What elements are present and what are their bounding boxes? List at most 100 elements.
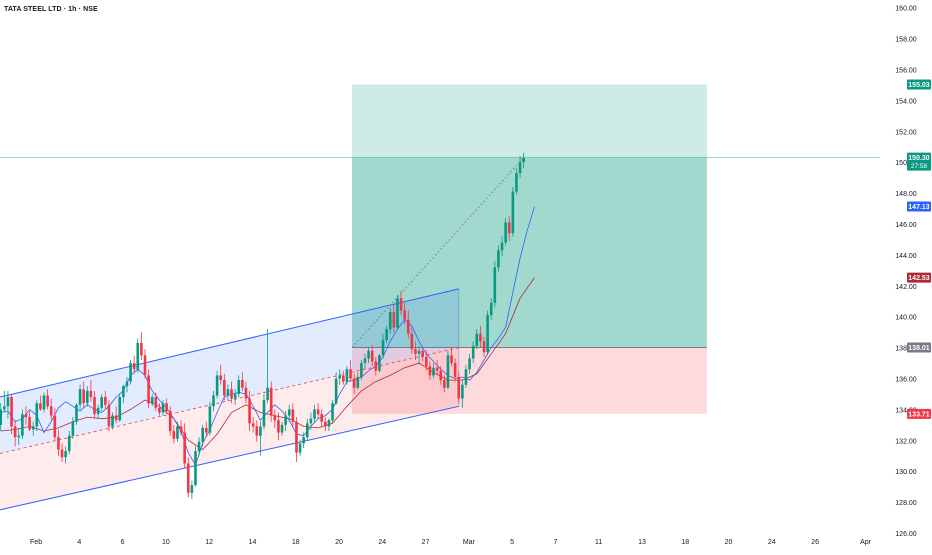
candle-body[interactable]	[78, 389, 82, 405]
candle-body[interactable]	[338, 375, 342, 379]
candle-body[interactable]	[100, 397, 104, 408]
candle-body[interactable]	[176, 426, 179, 439]
candle-body[interactable]	[183, 432, 186, 464]
candle-body[interactable]	[381, 339, 385, 356]
candle-body[interactable]	[13, 426, 17, 438]
candle-body[interactable]	[241, 380, 244, 388]
candle-body[interactable]	[475, 333, 479, 347]
candle-body[interactable]	[515, 173, 518, 192]
candle-body[interactable]	[345, 369, 349, 382]
candle-body[interactable]	[64, 451, 67, 458]
candle-body[interactable]	[93, 397, 96, 415]
candle-body[interactable]	[219, 375, 223, 381]
candle-body[interactable]	[233, 393, 237, 399]
candle-body[interactable]	[57, 437, 60, 450]
candle-body[interactable]	[259, 426, 262, 436]
candle-body[interactable]	[360, 363, 363, 377]
candle-body[interactable]	[507, 222, 511, 234]
candle-body[interactable]	[417, 350, 421, 354]
candle-body[interactable]	[71, 421, 75, 436]
candle-body[interactable]	[96, 407, 100, 415]
candle-body[interactable]	[500, 242, 504, 251]
candle-body[interactable]	[39, 403, 42, 410]
candle-body[interactable]	[327, 420, 331, 427]
candle-body[interactable]	[439, 370, 443, 381]
candle-body[interactable]	[89, 390, 93, 398]
candle-body[interactable]	[320, 414, 324, 422]
candle-body[interactable]	[132, 363, 136, 370]
candle-body[interactable]	[284, 415, 287, 425]
candle-body[interactable]	[107, 404, 111, 427]
candle-body[interactable]	[410, 333, 414, 350]
candle-body[interactable]	[457, 376, 461, 399]
candle-body[interactable]	[349, 369, 352, 379]
candle-body[interactable]	[363, 358, 367, 364]
candle-body[interactable]	[158, 407, 161, 413]
candle-body[interactable]	[0, 409, 3, 425]
candle-body[interactable]	[266, 387, 269, 401]
candle-body[interactable]	[197, 441, 201, 452]
candle-body[interactable]	[432, 367, 435, 376]
candle-body[interactable]	[140, 342, 143, 356]
candle-body[interactable]	[511, 191, 515, 234]
candle-body[interactable]	[370, 350, 374, 362]
candle-body[interactable]	[403, 310, 406, 320]
candle-body[interactable]	[302, 437, 305, 444]
candle-body[interactable]	[461, 384, 464, 399]
candle-body[interactable]	[172, 431, 176, 439]
candle-body[interactable]	[147, 375, 150, 404]
candle-body[interactable]	[42, 395, 46, 410]
candle-body[interactable]	[53, 415, 57, 438]
candle-body[interactable]	[406, 319, 410, 334]
candle-body[interactable]	[208, 406, 212, 433]
candle-body[interactable]	[273, 415, 277, 421]
candle-body[interactable]	[295, 421, 298, 453]
channel-lower-line[interactable]	[0, 405, 459, 511]
candle-body[interactable]	[262, 400, 266, 427]
candle-body[interactable]	[35, 403, 39, 427]
candle-body[interactable]	[356, 376, 360, 388]
candle-body[interactable]	[367, 350, 370, 359]
candle-body[interactable]	[342, 375, 345, 382]
candle-body[interactable]	[443, 380, 446, 388]
candle-body[interactable]	[421, 350, 424, 357]
candle-body[interactable]	[230, 389, 233, 399]
candle-body[interactable]	[201, 427, 204, 442]
candle-body[interactable]	[378, 355, 381, 371]
candle-body[interactable]	[150, 397, 154, 404]
candle-body[interactable]	[392, 312, 396, 328]
candle-body[interactable]	[287, 409, 291, 416]
candle-body[interactable]	[468, 358, 471, 370]
candle-body[interactable]	[522, 157, 525, 163]
candle-body[interactable]	[298, 443, 302, 453]
candle-body[interactable]	[114, 415, 118, 421]
candle-body[interactable]	[414, 349, 417, 354]
candle-body[interactable]	[122, 386, 125, 398]
candle-body[interactable]	[486, 315, 489, 353]
candle-body[interactable]	[471, 346, 475, 359]
candle-body[interactable]	[255, 426, 259, 436]
candle-body[interactable]	[309, 418, 313, 424]
candle-body[interactable]	[194, 451, 197, 486]
candle-body[interactable]	[179, 426, 183, 433]
candle-body[interactable]	[104, 397, 107, 405]
candle-body[interactable]	[313, 409, 316, 419]
candle-body[interactable]	[385, 329, 388, 340]
candle-body[interactable]	[352, 378, 356, 388]
candle-body[interactable]	[388, 312, 392, 330]
candle-body[interactable]	[518, 162, 522, 174]
candle-body[interactable]	[374, 361, 378, 371]
candle-body[interactable]	[324, 421, 327, 427]
candle-body[interactable]	[497, 250, 500, 268]
candle-body[interactable]	[399, 298, 403, 311]
candle-body[interactable]	[331, 403, 334, 421]
candle-body[interactable]	[479, 333, 482, 342]
candle-body[interactable]	[493, 267, 497, 303]
candle-body[interactable]	[143, 355, 147, 376]
candle-body[interactable]	[226, 389, 230, 396]
candle-body[interactable]	[28, 417, 31, 430]
candle-body[interactable]	[60, 449, 64, 458]
candle-body[interactable]	[49, 406, 53, 416]
